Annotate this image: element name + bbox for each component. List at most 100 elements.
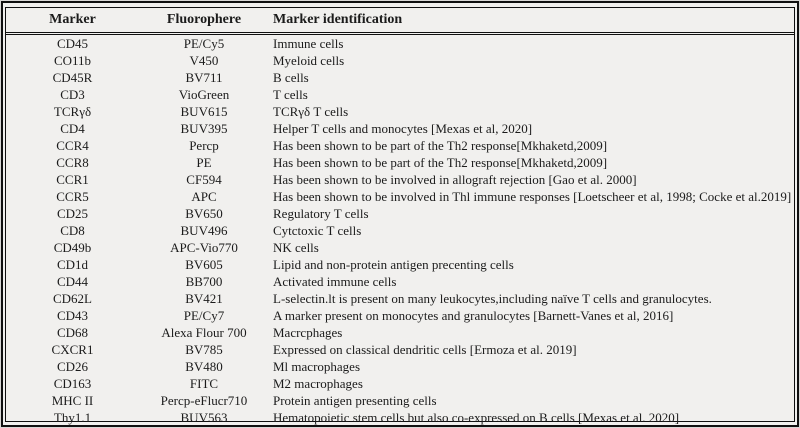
- marker-cell: CD62L: [53, 291, 92, 306]
- identification-cell: Cytctoxic T cells: [273, 223, 362, 238]
- table-inner-border: Marker Fluorophere Marker identification…: [5, 7, 795, 427]
- fluorophore-cell: BUV615: [180, 104, 228, 119]
- fluorophore-cell: PE: [196, 155, 212, 170]
- identification-cell: Immune cells: [273, 36, 344, 51]
- fluorophore-cell: BV650: [185, 206, 223, 221]
- marker-cell: Thy1.1: [6, 409, 139, 427]
- marker-cell: CCR4: [56, 138, 89, 153]
- table-row: CXCR1 BV785 Expressed on classical dendrit…: [6, 341, 794, 358]
- identification-cell: Has been shown to be part of the Th2 res…: [273, 138, 608, 153]
- marker-cell: CD45R: [52, 70, 93, 85]
- marker-cell: CD49b: [53, 240, 92, 255]
- table-body: CD45 PE/Cy5 Immune cells CO11b V450 Myeloid c…: [6, 34, 794, 427]
- marker-cell: CD45: [56, 36, 89, 51]
- table-row: CD3 VioGreen T cells: [6, 86, 794, 103]
- table-row: CCR1 CF594 Has been shown to be involved i…: [6, 171, 794, 188]
- identification-cell: Has been shown to be part of the Th2 res…: [273, 155, 608, 170]
- identification-cell: TCRγδ T cells: [273, 104, 349, 119]
- table-row: CD43 PE/Cy7 A marker present on monocytes …: [6, 307, 794, 324]
- identification-cell: Has been shown to be involved in Thl imm…: [273, 189, 792, 204]
- marker-cell: CCR1: [56, 172, 89, 187]
- fluorophore-cell: BV480: [185, 359, 223, 374]
- fluorophore-cell: APC-Vio770: [170, 240, 238, 255]
- identification-cell: Has been shown to be involved in allogra…: [273, 172, 637, 187]
- fluorophore-cell: BB700: [185, 274, 223, 289]
- marker-cell: CD44: [56, 274, 89, 289]
- fluorophore-cell: Percp-eFlucr710: [160, 393, 248, 408]
- marker-cell: CD4: [60, 121, 85, 136]
- table-row: CD45 PE/Cy5 Immune cells: [6, 34, 794, 53]
- fluorophore-cell: APC: [191, 189, 217, 204]
- identification-cell: Myeloid cells: [273, 53, 345, 68]
- fluorophore-cell: BUV563: [139, 409, 269, 427]
- fluorophore-cell: Alexa Flour 700: [161, 325, 247, 340]
- identification-cell: Protein antigen presenting cells: [273, 393, 437, 408]
- table-row: TCRγδ BUV615 TCRγδ T cells: [6, 103, 794, 120]
- table-row: CD68 Alexa Flour 700 Macrcphages: [6, 324, 794, 341]
- table-row: CD1d BV605 Lipid and non-protein antigen p…: [6, 256, 794, 273]
- fluorophore-cell: BV421: [185, 291, 223, 306]
- marker-cell: CD8: [60, 223, 85, 238]
- identification-cell: Hematopoietic stem cells but also co-exp…: [269, 409, 794, 427]
- table-row: CD163 FITC M2 macrophages: [6, 375, 794, 392]
- identification-cell: Activated immune cells: [273, 274, 397, 289]
- marker-cell: CD26: [56, 359, 89, 374]
- fluorophore-cell: BV605: [185, 257, 223, 272]
- fluorophore-cell: BUV496: [180, 223, 228, 238]
- table-row: CD44 BB700 Activated immune cells: [6, 273, 794, 290]
- identification-cell: M2 macrophages: [273, 376, 363, 391]
- marker-cell: CCR5: [56, 189, 89, 204]
- fluorophore-cell: BV785: [185, 342, 223, 357]
- identification-cell: L-selectin.lt is present on many leukocy…: [273, 291, 712, 306]
- marker-cell: CD3: [60, 87, 85, 102]
- col-header-marker-identification: Marker identification: [269, 8, 794, 35]
- marker-cell: CD43: [56, 308, 89, 323]
- identification-cell: Lipid and non-protein antigen precenting…: [273, 257, 514, 272]
- marker-cell: MHC II: [51, 393, 94, 408]
- marker-cell: CCR8: [56, 155, 89, 170]
- table-row: CD4 BUV395 Helper T cells and monocytes [M…: [6, 120, 794, 137]
- fluorophore-cell: PE/Cy7: [183, 308, 225, 323]
- table-row: MHC II Percp-eFlucr710 Protein antigen pre…: [6, 392, 794, 409]
- table-row: CD62L BV421 L-selectin.lt is present on ma…: [6, 290, 794, 307]
- table-row: CO11b V450 Myeloid cells: [6, 52, 794, 69]
- fluorophore-cell: Percp: [189, 138, 219, 153]
- table-row: CCR4 Percp Has been shown to be part of th…: [6, 137, 794, 154]
- marker-cell: CD1d: [56, 257, 89, 272]
- marker-cell: CD163: [53, 376, 92, 391]
- col-header-fluorophore: Fluorophere: [139, 8, 269, 35]
- table-row: CD25 BV650 Regulatory T cells: [6, 205, 794, 222]
- identification-cell: A marker present on monocytes and granul…: [273, 308, 674, 323]
- table-row: CD26 BV480 Ml macrophages: [6, 358, 794, 375]
- identification-cell: NK cells: [273, 240, 319, 255]
- fluorophore-cell: VioGreen: [178, 87, 230, 102]
- table-row: Thy1.1 BUV563 Hematopoietic stem cells but…: [6, 409, 794, 427]
- table-row: CD49b APC-Vio770 NK cells: [6, 239, 794, 256]
- identification-cell: Regulatory T cells: [273, 206, 369, 221]
- fluorophore-cell: BV711: [185, 70, 223, 85]
- marker-cell: CD68: [56, 325, 89, 340]
- fluorophore-cell: CF594: [186, 172, 222, 187]
- marker-cell: TCRγδ: [53, 104, 92, 119]
- col-header-marker: Marker: [6, 8, 139, 35]
- marker-cell: CD25: [56, 206, 89, 221]
- identification-cell: B cells: [273, 70, 309, 85]
- marker-cell: CXCR1: [51, 342, 94, 357]
- identification-cell: T cells: [273, 87, 308, 102]
- header-row: Marker Fluorophere Marker identification: [6, 8, 794, 35]
- table-row: CD45R BV711 B cells: [6, 69, 794, 86]
- fluorophore-cell: V450: [189, 53, 219, 68]
- identification-cell: Macrcphages: [273, 325, 343, 340]
- identification-cell: Expressed on classical dendritic cells […: [273, 342, 577, 357]
- marker-cell: CO11b: [53, 53, 92, 68]
- fluorophore-cell: PE/Cy5: [183, 36, 225, 51]
- fluorophore-cell: BUV395: [180, 121, 228, 136]
- table-row: CCR5 APC Has been shown to be involved in …: [6, 188, 794, 205]
- table-row: CCR8 PE Has been shown to be part of the T…: [6, 154, 794, 171]
- fluorophore-cell: FITC: [189, 376, 219, 391]
- identification-cell: Helper T cells and monocytes [Mexas et a…: [273, 121, 533, 136]
- table-row: CD8 BUV496 Cytctoxic T cells: [6, 222, 794, 239]
- identification-cell: Ml macrophages: [273, 359, 361, 374]
- marker-fluorophore-table: Marker Fluorophere Marker identification…: [6, 8, 794, 427]
